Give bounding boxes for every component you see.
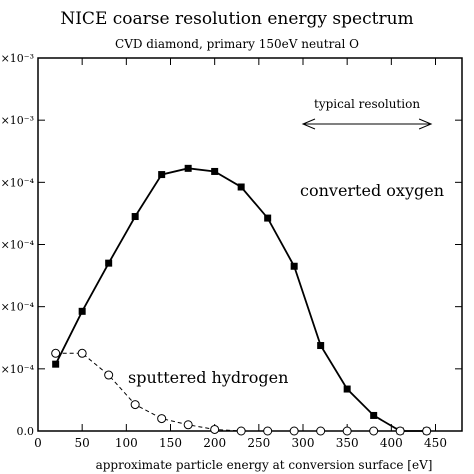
x-tick-label: 0 xyxy=(34,436,42,450)
x-axis-label: approximate particle energy at conversio… xyxy=(96,458,433,472)
y-tick-label: ×10⁻³ xyxy=(1,52,34,65)
y-tick-label: ×10⁻³ xyxy=(1,114,34,127)
data-point-sputtered-hydrogen xyxy=(210,424,220,434)
data-point-sputtered-hydrogen xyxy=(342,426,352,436)
y-tick-label: ×10⁻⁴ xyxy=(1,239,35,252)
data-point-sputtered-hydrogen xyxy=(422,426,432,436)
data-point-converted-oxygen xyxy=(105,259,113,267)
data-point-sputtered-hydrogen xyxy=(104,370,114,380)
x-tick-label: 400 xyxy=(380,436,403,450)
x-tick-label: 150 xyxy=(159,436,182,450)
data-point-sputtered-hydrogen xyxy=(369,426,379,436)
chart-subtitle: CVD diamond, primary 150eV neutral O xyxy=(115,37,359,51)
data-point-sputtered-hydrogen xyxy=(289,426,299,436)
data-point-sputtered-hydrogen xyxy=(183,420,193,430)
data-point-converted-oxygen xyxy=(237,183,245,191)
y-tick-label: ×10⁻⁴ xyxy=(1,301,35,314)
x-tick-label: 450 xyxy=(424,436,447,450)
data-point-converted-oxygen xyxy=(211,167,219,175)
data-point-sputtered-hydrogen xyxy=(77,348,87,358)
series-label-sputtered-hydrogen: sputtered hydrogen xyxy=(128,368,288,387)
x-tick-label: 100 xyxy=(115,436,138,450)
resolution-arrowhead-left xyxy=(301,118,316,130)
data-point-converted-oxygen xyxy=(264,214,272,222)
data-point-converted-oxygen xyxy=(290,262,298,270)
series-label-converted-oxygen: converted oxygen xyxy=(300,181,444,200)
data-point-converted-oxygen xyxy=(343,385,351,393)
data-point-sputtered-hydrogen xyxy=(395,426,405,436)
plot-area: 0 50 100 150 200 250 300 350 400 450 0.0 ×10⁻⁴ ×10⁻⁴… xyxy=(1,52,463,450)
data-point-sputtered-hydrogen xyxy=(316,426,326,436)
data-point-converted-oxygen xyxy=(158,171,166,179)
data-point-sputtered-hydrogen xyxy=(157,414,167,424)
x-tick-label: 350 xyxy=(336,436,359,450)
chart-title: NICE coarse resolution energy spectrum xyxy=(60,9,413,29)
data-point-converted-oxygen xyxy=(370,411,378,419)
series-line-sputtered-hydrogen xyxy=(55,352,427,432)
data-point-converted-oxygen xyxy=(317,342,325,350)
resolution-label: typical resolution xyxy=(314,97,420,111)
resolution-arrowhead-right xyxy=(418,118,433,130)
series-line-converted-oxygen xyxy=(54,167,427,432)
data-point-converted-oxygen xyxy=(184,164,192,172)
x-tick-label: 50 xyxy=(75,436,90,450)
y-tick-label: 0.0 xyxy=(17,425,35,438)
data-point-sputtered-hydrogen xyxy=(130,400,140,410)
x-tick-label: 250 xyxy=(247,436,270,450)
y-tick-label: ×10⁻⁴ xyxy=(1,363,35,376)
y-tick-label: ×10⁻⁴ xyxy=(1,176,35,189)
data-point-converted-oxygen xyxy=(52,360,60,368)
data-point-sputtered-hydrogen xyxy=(51,348,61,358)
data-point-converted-oxygen xyxy=(131,213,139,221)
x-tick-label: 300 xyxy=(292,436,315,450)
data-point-converted-oxygen xyxy=(78,307,86,315)
data-point-sputtered-hydrogen xyxy=(236,426,246,436)
x-tick-label: 200 xyxy=(203,436,226,450)
data-point-sputtered-hydrogen xyxy=(263,426,273,436)
